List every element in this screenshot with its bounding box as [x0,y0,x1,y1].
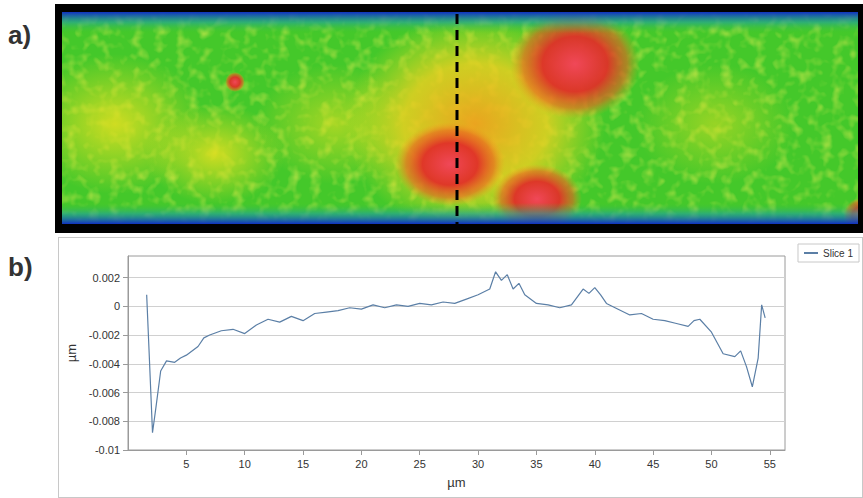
svg-text:0: 0 [114,300,120,312]
svg-text:30: 30 [472,458,484,470]
svg-text:-0.01: -0.01 [95,444,120,456]
svg-text:µm: µm [64,344,79,362]
svg-text:µm: µm [447,475,465,490]
svg-text:35: 35 [530,458,542,470]
svg-text:45: 45 [647,458,659,470]
svg-text:-0.004: -0.004 [89,358,120,370]
svg-text:50: 50 [705,458,717,470]
svg-text:0.002: 0.002 [92,272,120,284]
svg-text:40: 40 [589,458,601,470]
svg-text:-0.006: -0.006 [89,387,120,399]
svg-text:15: 15 [297,458,309,470]
html-text:a): a) [8,20,32,50]
svg-text:25: 25 [414,458,426,470]
svg-text:5: 5 [183,458,189,470]
svg-text:20: 20 [355,458,367,470]
svg-text:-0.002: -0.002 [89,329,120,341]
svg-text:Slice 1: Slice 1 [823,248,853,259]
svg-text:55: 55 [764,458,776,470]
svg-text:10: 10 [239,458,251,470]
svg-text:-0.008: -0.008 [89,415,120,427]
html-text:b): b) [8,252,33,282]
